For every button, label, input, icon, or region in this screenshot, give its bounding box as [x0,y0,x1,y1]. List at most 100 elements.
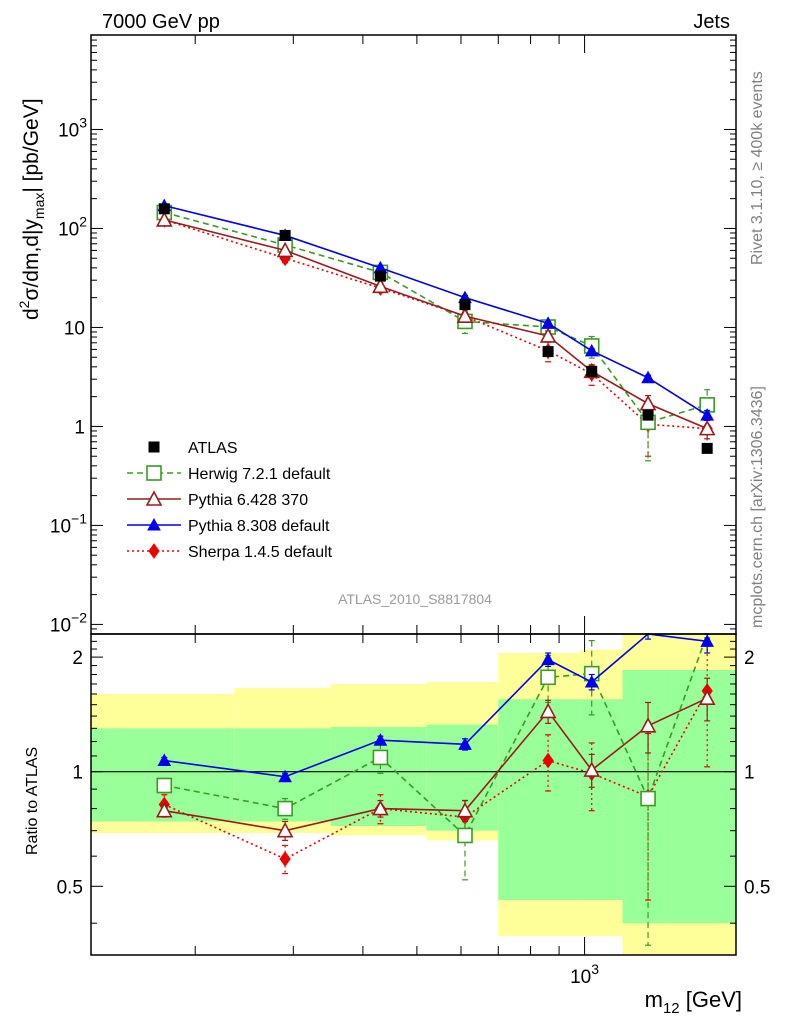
tick-sup: −2 [71,609,87,625]
herwig-ratio-point [277,800,293,817]
pythia6-ratio-point [276,821,294,838]
ratio-y-tick-label-left: 2 [72,648,83,669]
pythia6-main-line [164,219,708,430]
x-axis-label: m12 [GeV] [645,987,742,1017]
atlas-data-point [586,365,598,377]
ylabel-sup: 2 [16,300,32,308]
xlabel-unit: [GeV] [680,987,742,1012]
xlabel-base: m [645,987,663,1012]
pythia6-ratio-point [456,801,474,818]
atlas-data-point [642,409,654,421]
ylabel-sub: max [31,193,47,219]
legend-label: Pythia 6.428 370 [188,492,308,509]
tick-base: 10 [50,516,71,537]
x-tick-label: 103 [570,961,599,988]
sherpa-ratio-point [279,851,291,867]
legend-entry: Pythia 8.308 default [127,517,330,535]
pythia6-ratio-point [372,799,389,816]
ylabel-post: | [pb/GeV] [20,98,43,192]
legend-marker [148,441,160,453]
pythia6-main-point [639,394,657,411]
pythia6-ratio-point [698,689,716,705]
pythia6-main-point [698,419,716,436]
tick-sup: 2 [79,213,87,229]
tick-sup: 3 [79,114,87,130]
tick-sup: 3 [591,961,599,977]
mcplots-label: mcplots.cern.ch [arXiv:1306.3436] [749,386,766,628]
atlas-data-point [374,270,386,282]
main-y-axis-label: d2σ/dm,d|ymax| [pb/GeV] [16,98,47,320]
main-y-tick-label: 10−1 [50,510,87,537]
pythia8-ratio-line [164,633,708,778]
legend-label: Pythia 8.308 default [188,518,330,535]
series-pythia6 [155,211,716,842]
pythia6-ratio-point [155,801,173,818]
tick-sup: −1 [71,510,87,526]
band-inner-bin [671,669,736,924]
pythia8-ratio-point [278,769,292,783]
ratio-y-tick-label-right: 1 [744,763,755,784]
ratio-frame [90,633,737,956]
legend-entry: Herwig 7.2.1 default [127,465,331,483]
legend-label: ATLAS [188,440,238,457]
legend-entry: Sherpa 1.4.5 default [127,543,333,561]
pythia6-main-point [276,241,294,258]
legend-marker [148,543,160,559]
ylabel-sigma: σ/dm,d|y [20,219,43,301]
pythia6-ratio-point [583,761,601,777]
atlas-data-point [701,442,713,454]
legend-marker [147,517,161,531]
sherpa-main-line [164,219,708,430]
rivet-label: Rivet 3.1.10, ≥ 400k events [749,71,766,265]
herwig-ratio-point [156,777,173,794]
pythia8-ratio-point [584,674,599,688]
pythia8-main-line [164,204,708,416]
herwig-ratio-line [164,633,708,837]
legend: ATLAS Herwig 7.2.1 default Pythia 6.428 37… [127,440,333,561]
pythia6-main-point [539,327,557,343]
legend-label: Sherpa 1.4.5 default [188,544,333,561]
pythia8-ratio-point [157,753,172,767]
ratio-y-tick-label-left: 0.5 [57,877,83,898]
legend-entry: Pythia 6.428 370 [127,490,308,509]
pythia6-ratio-line [164,697,708,832]
pythia8-ratio-point [541,652,555,666]
pythia6-main-point [456,307,474,323]
main-y-tick-label: 10 [64,318,85,339]
pythia6-main-point [155,211,173,227]
header-left-title: 7000 GeV pp [102,11,220,33]
xlabel-sub: 12 [663,1000,680,1017]
series-layer [155,198,716,946]
legend-entry: ATLAS [148,440,238,457]
header-right-title: Jets [693,11,730,33]
tick-base: 10 [570,967,591,988]
ratio-uncertainty-bands [91,634,736,955]
legend-marker [146,465,162,481]
tick-base: 10 [58,120,79,141]
tick-base: 10 [58,219,79,240]
herwig-ratio-point [540,669,556,686]
main-y-tick-label: 10−2 [50,609,87,636]
pythia8-main-point [700,408,715,421]
atlas-data-point [459,299,471,311]
pythia8-ratio-point [700,634,715,647]
main-y-tick-label: 102 [58,213,87,240]
pythia8-main-point [541,316,555,329]
ratio-y-tick-label-right: 2 [744,648,755,669]
pythia8-main-point [584,343,599,357]
pythia8-main-point [641,370,655,384]
atlas-data-point [542,346,554,358]
atlas-data-point [279,229,291,241]
herwig-ratio-point [457,827,473,844]
sherpa-ratio-line [163,690,708,860]
ratio-y-tick-label-left: 1 [72,763,83,784]
main-y-tick-label: 103 [58,114,87,141]
herwig-main-line [164,211,708,424]
analysis-id: ATLAS_2010_S8817804 [338,591,492,607]
pythia6-ratio-point [539,702,557,719]
atlas-data-point [158,203,170,215]
tick-base: 10 [50,615,71,636]
tick-base: 10 [64,318,85,339]
